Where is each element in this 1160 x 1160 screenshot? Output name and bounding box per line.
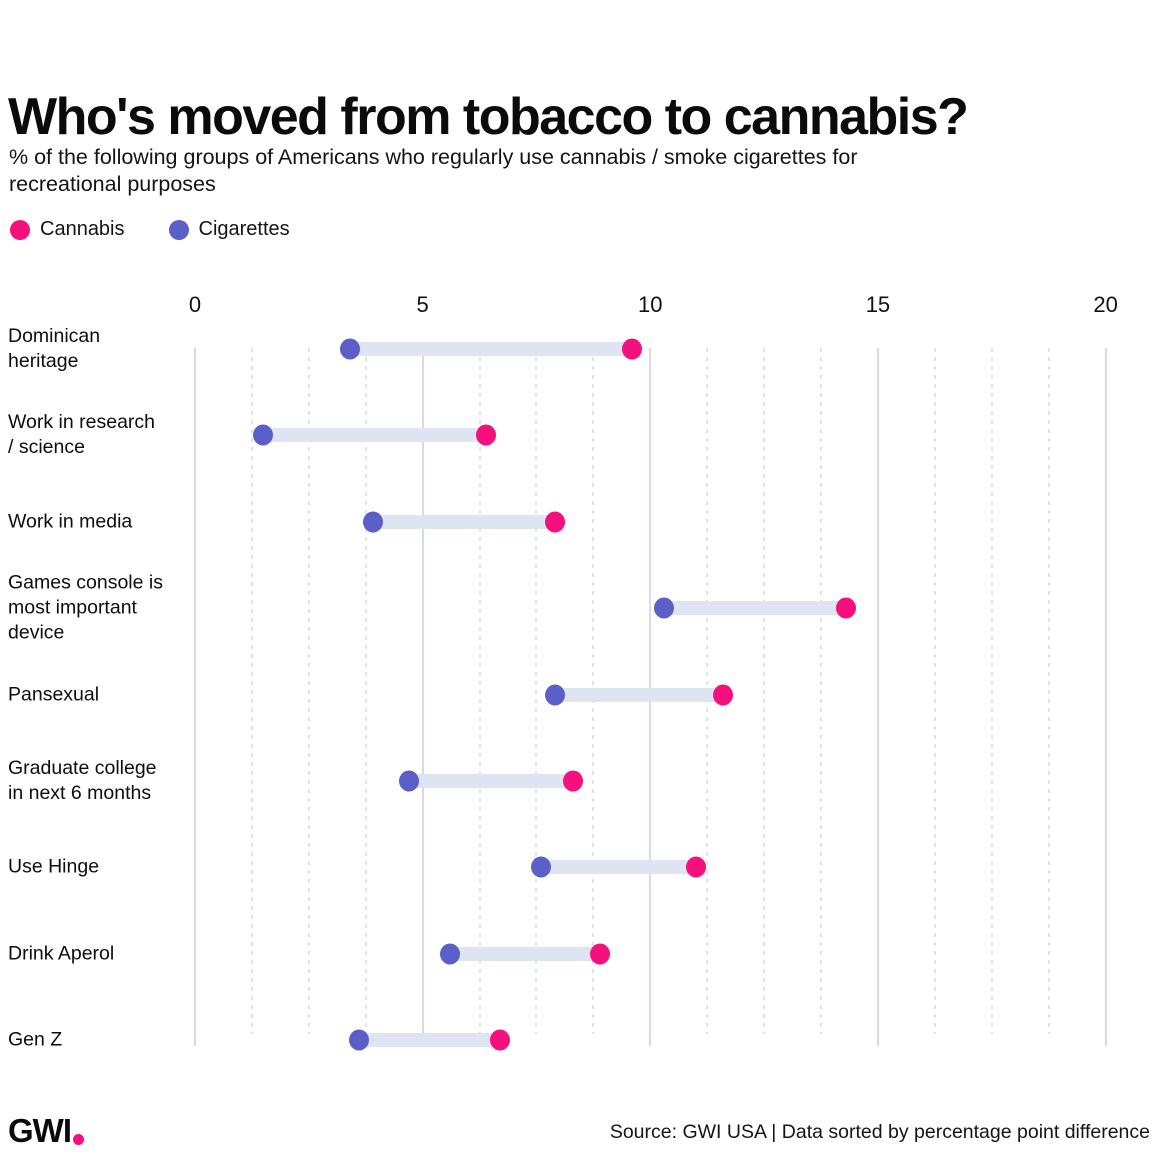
minor-gridline <box>364 348 367 1034</box>
cannabis-data-dot <box>562 770 583 792</box>
minor-gridline <box>990 348 993 1034</box>
cigarettes-data-dot <box>439 943 460 965</box>
cigarettes-data-dot <box>253 424 274 446</box>
minor-gridline <box>250 348 253 1034</box>
connector-bar <box>439 946 611 961</box>
cannabis-data-dot <box>622 338 643 360</box>
minor-gridline <box>820 348 823 1034</box>
minor-gridline <box>478 348 481 1034</box>
category-label: Graduate college in next 6 months <box>8 757 157 804</box>
cigarettes-data-dot <box>339 338 360 360</box>
source-note: Source: GWI USA | Data sorted by percent… <box>609 1121 1150 1143</box>
connector-bar <box>253 428 497 443</box>
connector-bar <box>348 1033 511 1048</box>
chart-subtitle: % of the following groups of Americans w… <box>9 144 858 197</box>
gwi-logo-text: GWI <box>8 1112 72 1149</box>
major-gridline <box>421 348 424 1046</box>
cigarettes-data-dot <box>398 770 419 792</box>
legend: Cannabis Cigarettes <box>10 218 290 241</box>
connector-bar <box>362 514 565 529</box>
x-tick-label: 10 <box>638 292 663 317</box>
connector-bar <box>544 687 734 702</box>
legend-item-cigarettes: Cigarettes <box>168 218 290 241</box>
minor-gridline <box>307 348 310 1034</box>
cannabis-data-dot <box>685 856 706 878</box>
cannabis-data-dot <box>713 684 734 706</box>
cannabis-data-dot <box>836 597 857 619</box>
cigarettes-dot-icon <box>168 219 189 240</box>
cannabis-dot-icon <box>10 219 30 240</box>
category-label: Drink Aperol <box>8 942 115 965</box>
x-tick-label: 15 <box>865 292 891 317</box>
connector-bar <box>398 774 583 788</box>
major-gridline <box>194 348 196 1046</box>
cigarettes-data-dot <box>531 856 552 878</box>
cannabis-data-dot <box>590 943 611 965</box>
x-tick-label: 5 <box>416 292 429 317</box>
connector-bar <box>653 601 857 616</box>
connector-bar <box>339 342 643 356</box>
category-label: Gen Z <box>8 1028 63 1051</box>
major-gridline <box>876 348 879 1046</box>
minor-gridline <box>933 348 936 1034</box>
minor-gridline <box>535 348 538 1034</box>
cannabis-data-dot <box>490 1029 511 1051</box>
x-tick-label: 20 <box>1093 292 1118 317</box>
category-label: Use Hinge <box>8 855 100 878</box>
category-label: Games console is most important device <box>8 571 163 644</box>
page-title: Who's moved from tobacco to cannabis? <box>8 87 969 146</box>
category-label: Work in media <box>8 510 133 533</box>
category-label: Pansexual <box>8 683 100 706</box>
cigarettes-data-dot <box>544 684 565 706</box>
legend-label-cigarettes: Cigarettes <box>198 218 290 240</box>
cannabis-data-dot <box>544 511 565 533</box>
category-label: Work in research / science <box>8 411 156 459</box>
gwi-logo: GWI <box>8 1112 84 1150</box>
minor-gridline <box>763 348 766 1034</box>
category-label: Dominican heritage <box>8 325 101 372</box>
legend-label-cannabis: Cannabis <box>40 218 125 240</box>
cigarettes-data-dot <box>653 597 674 619</box>
connector-bar <box>531 860 706 875</box>
minor-gridline <box>1047 348 1050 1034</box>
major-gridline <box>1104 348 1107 1046</box>
gwi-logo-dot-icon <box>72 1134 84 1145</box>
legend-item-cannabis: Cannabis <box>10 218 125 241</box>
cannabis-data-dot <box>476 424 497 446</box>
x-tick-label: 0 <box>188 292 202 317</box>
cigarettes-data-dot <box>362 511 383 533</box>
cigarettes-data-dot <box>348 1029 369 1051</box>
